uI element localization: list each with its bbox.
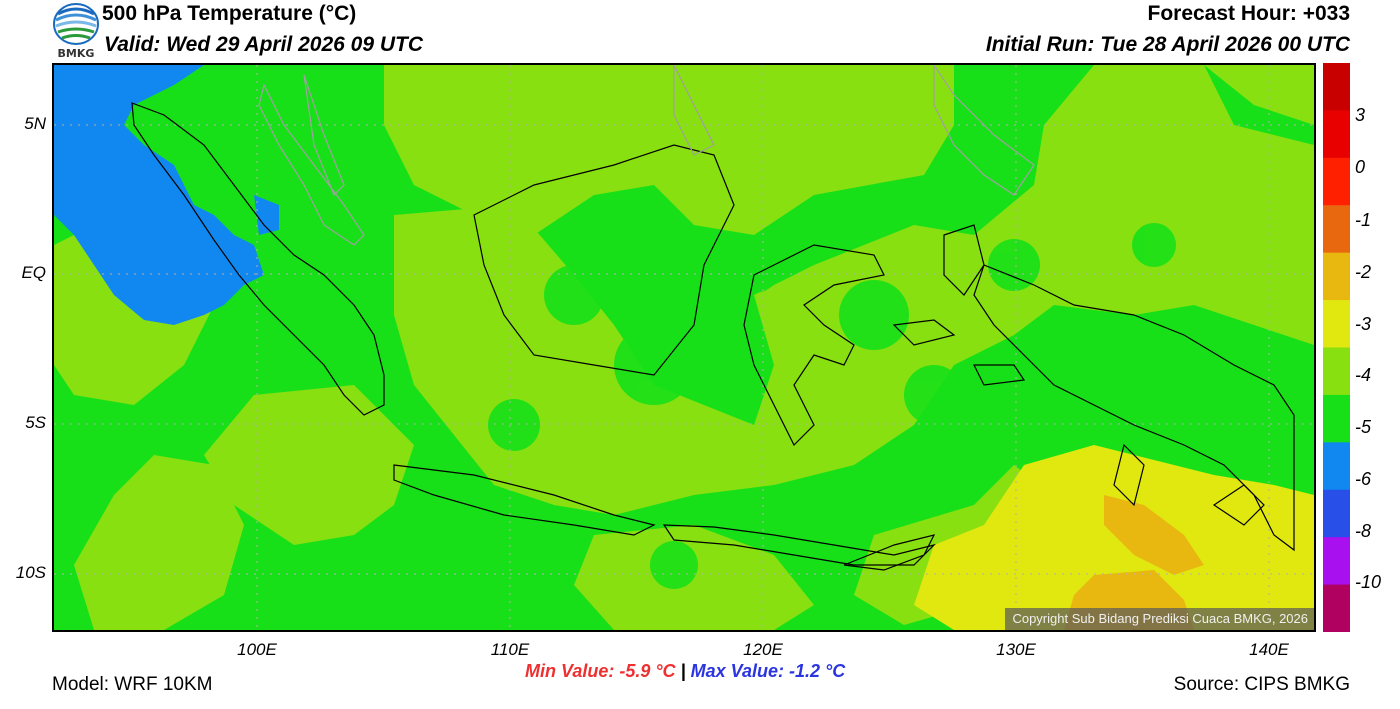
valid-time: Valid: Wed 29 April 2026 09 UTC	[104, 33, 423, 56]
colorbar-swatch	[1323, 489, 1350, 538]
colorbar-label: 3	[1355, 105, 1366, 125]
mindanao-coast	[933, 65, 1035, 196]
map-gridlines	[54, 65, 1314, 630]
temperature-map[interactable]	[52, 63, 1316, 632]
lat-label-eq: EQ	[21, 263, 46, 282]
temp-region-minus5	[54, 65, 264, 325]
colorbar-label: -4	[1355, 365, 1372, 385]
lat-label-5s: 5S	[25, 413, 46, 432]
java-coast	[393, 464, 656, 536]
chart-title: 500 hPa Temperature (°C)	[102, 2, 357, 25]
timor-coast	[843, 534, 936, 571]
copyright-notice: Copyright Sub Bidang Prediksi Cuaca BMKG…	[1005, 608, 1314, 630]
colorbar-label: -5	[1355, 417, 1372, 437]
sulawesi-coast	[743, 244, 885, 447]
malay-peninsula-coast	[258, 83, 365, 246]
lon-label-140e: 140E	[1249, 640, 1289, 659]
forecast-hour: Forecast Hour: +033	[1147, 2, 1351, 25]
colorbar-swatch	[1323, 252, 1350, 301]
colorbar-swatch	[1323, 110, 1350, 159]
lon-label-100e: 100E	[237, 640, 277, 659]
min-max-separator: |	[680, 661, 686, 681]
max-value: Max Value: -1.2 °C	[690, 661, 846, 681]
colorbar-label: -1	[1355, 210, 1372, 230]
map-canvas	[54, 65, 1314, 630]
bmkg-logo-icon: BMKG	[52, 2, 100, 60]
lon-label-120e: 120E	[743, 640, 783, 659]
lon-label-110e: 110E	[490, 640, 530, 659]
colorbar-label: -3	[1355, 314, 1372, 334]
colorbar-swatch	[1323, 63, 1350, 111]
colorbar-swatch	[1323, 205, 1350, 254]
colorbar-label: -2	[1355, 262, 1372, 282]
initial-run: Initial Run: Tue 28 April 2026 00 UTC	[985, 33, 1350, 56]
logo-text: BMKG	[57, 47, 95, 60]
colorbar-swatch	[1323, 347, 1350, 396]
lat-label-5n: 5N	[24, 114, 46, 133]
colorbar-swatch	[1323, 584, 1350, 633]
colorbar-swatch	[1323, 442, 1350, 491]
colorbar-label: 0	[1355, 157, 1366, 177]
colorbar-swatches	[1323, 63, 1350, 633]
colorbar-swatch	[1323, 300, 1350, 348]
colorbar-swatch	[1323, 537, 1350, 586]
min-value: Min Value: -5.9 °C	[525, 661, 676, 681]
australia-coast	[1113, 443, 1145, 507]
colorbar-swatch	[1323, 157, 1350, 206]
colorbar	[1323, 63, 1350, 633]
colorbar-swatch	[1323, 394, 1350, 443]
papua-coast	[973, 264, 1295, 552]
colorbar-label: -6	[1355, 469, 1372, 489]
borneo-coast	[473, 144, 735, 376]
sumatra-coast	[131, 102, 385, 416]
lat-label-10s: 10S	[15, 563, 46, 582]
temp-region-minus2	[914, 445, 1314, 630]
lon-label-130e: 130E	[996, 640, 1036, 659]
colorbar-label: -8	[1355, 521, 1372, 541]
source-label: Source: CIPS BMKG	[1173, 674, 1350, 695]
maluku-coast	[943, 224, 985, 296]
model-label: Model: WRF 10KM	[52, 674, 213, 695]
coastlines	[131, 65, 1295, 571]
min-max-values: Min Value: -5.9 °C | Max Value: -1.2 °C	[525, 661, 845, 682]
colorbar-label: -10	[1355, 572, 1382, 592]
